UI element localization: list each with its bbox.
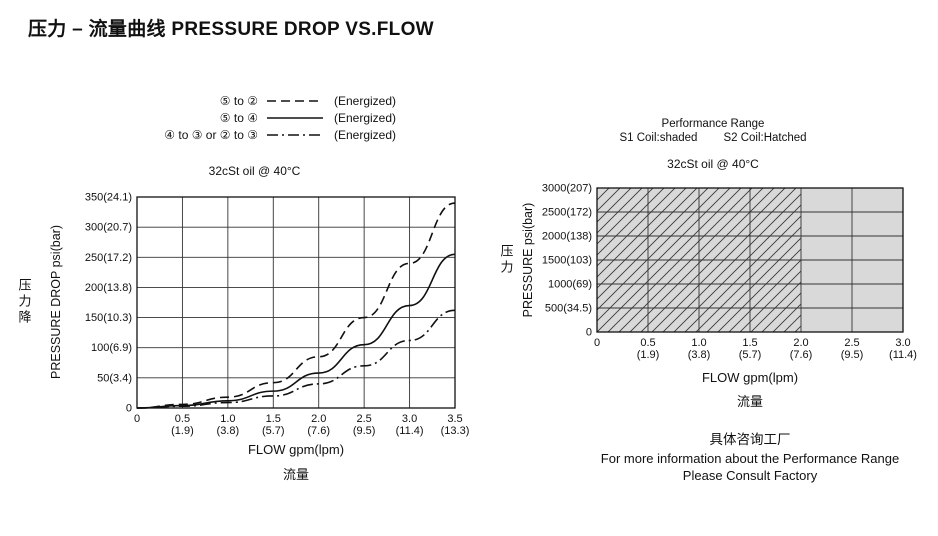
svg-text:2.0: 2.0 [311,413,326,425]
x-axis-label: FLOW gpm(lpm) [701,370,799,385]
svg-text:1.5: 1.5 [266,413,281,425]
svg-text:(1.9): (1.9) [171,425,194,437]
svg-text:0.5: 0.5 [175,413,190,425]
svg-text:0: 0 [594,337,600,349]
y-axis-label: PRESSURE DROP psi(bar) [49,225,63,379]
svg-text:1.5: 1.5 [742,337,757,349]
x-axis-label-cn: 流量 [282,467,309,482]
svg-text:2.5: 2.5 [356,413,371,425]
solid-line-icon [267,117,323,119]
performance-range-plot: 0 0.5(1.9) 1.0(3.8) 1.5(5.7) 2.0(7.6) 2.5(9.5… [542,183,917,362]
y-axis-label-cn: 压力降 [16,278,32,326]
legend-path-label: ⑤ to ② [219,94,258,108]
svg-text:3.0: 3.0 [402,413,417,425]
svg-text:(3.8): (3.8) [217,425,240,437]
svg-text:0: 0 [134,413,140,425]
legend-item: ⑤ to ④ (Energized) [152,111,396,125]
svg-text:1.0: 1.0 [220,413,235,425]
consult-factory-note: For more information about the Performan… [510,450,938,484]
svg-text:2.0: 2.0 [793,337,808,349]
svg-text:2500(172): 2500(172) [542,207,592,219]
oil-condition-note: 32cSt oil @ 40°C [667,157,759,171]
svg-text:1500(103): 1500(103) [542,255,592,267]
svg-text:300(20.7): 300(20.7) [85,222,132,234]
svg-text:100(6.9): 100(6.9) [91,342,132,354]
svg-text:200(13.8): 200(13.8) [85,282,132,294]
svg-text:(9.5): (9.5) [353,425,376,437]
svg-text:3000(207): 3000(207) [542,183,592,195]
svg-text:2000(138): 2000(138) [542,231,592,243]
dashed-line-icon [267,100,323,102]
svg-text:3.5: 3.5 [447,413,462,425]
page-title: 压力 – 流量曲线 PRESSURE DROP VS.FLOW [28,19,434,40]
consult-factory-cn: 具体咨询工厂 [709,432,791,447]
svg-text:(9.5): (9.5) [841,349,864,361]
svg-text:(5.7): (5.7) [262,425,285,437]
svg-text:(11.4): (11.4) [889,349,917,361]
svg-text:(7.6): (7.6) [790,349,813,361]
consult-factory-line: Please Consult Factory [682,468,818,483]
legend-energized-label: (Energized) [334,94,397,108]
svg-text:3.0: 3.0 [895,337,910,349]
legend-path-label: ⑤ to ④ [219,111,258,125]
svg-text:1000(69): 1000(69) [548,279,592,291]
s1-coil-label: S1 Coil:shaded [619,132,698,144]
svg-text:(13.3): (13.3) [441,425,470,437]
svg-text:0.5: 0.5 [640,337,655,349]
svg-text:(5.7): (5.7) [739,349,762,361]
x-axis-label: FLOW gpm(lpm) [247,442,345,457]
x-axis-label-cn: 流量 [736,394,763,409]
svg-text:(3.8): (3.8) [688,349,711,361]
legend-energized-label: (Energized) [334,128,397,142]
s2-coil-label: S2 Coil:Hatched [723,132,807,144]
y-axis-label-cn: 压力 [498,244,514,276]
svg-text:(11.4): (11.4) [396,425,424,437]
svg-text:50(3.4): 50(3.4) [97,372,132,384]
dashdot-line-icon [267,134,323,136]
performance-range-title: Performance Range [661,118,765,130]
pressure-drop-plot: 0 0.5(1.9) 1.0(3.8) 1.5(5.7) 2.0(7.6) 2.5(9.5… [85,192,470,438]
svg-text:0: 0 [126,403,132,415]
y-axis-label: PRESSURE psi(bar) [521,202,535,318]
legend-item: ④ to ③ or ② to ③ (Energized) [152,128,396,142]
legend-energized-label: (Energized) [334,111,397,125]
legend-item: ⑤ to ② (Energized) [152,94,396,108]
coil-legend: S1 Coil:shaded S2 Coil:Hatched [568,132,858,144]
svg-text:350(24.1): 350(24.1) [85,192,132,204]
svg-text:1.0: 1.0 [691,337,706,349]
svg-text:500(34.5): 500(34.5) [545,303,592,315]
svg-text:(7.6): (7.6) [307,425,330,437]
chart-legend: ⑤ to ② (Energized) ⑤ to ④ (Energized) ④ … [152,94,396,142]
svg-text:2.5: 2.5 [844,337,859,349]
svg-text:0: 0 [586,327,592,339]
svg-text:(1.9): (1.9) [637,349,660,361]
legend-path-label: ④ to ③ or ② to ③ [164,128,258,142]
svg-text:250(17.2): 250(17.2) [85,252,132,264]
svg-text:150(10.3): 150(10.3) [85,312,132,324]
oil-condition-note: 32cSt oil @ 40°C [208,164,301,178]
consult-factory-line: For more information about the Performan… [600,451,900,466]
